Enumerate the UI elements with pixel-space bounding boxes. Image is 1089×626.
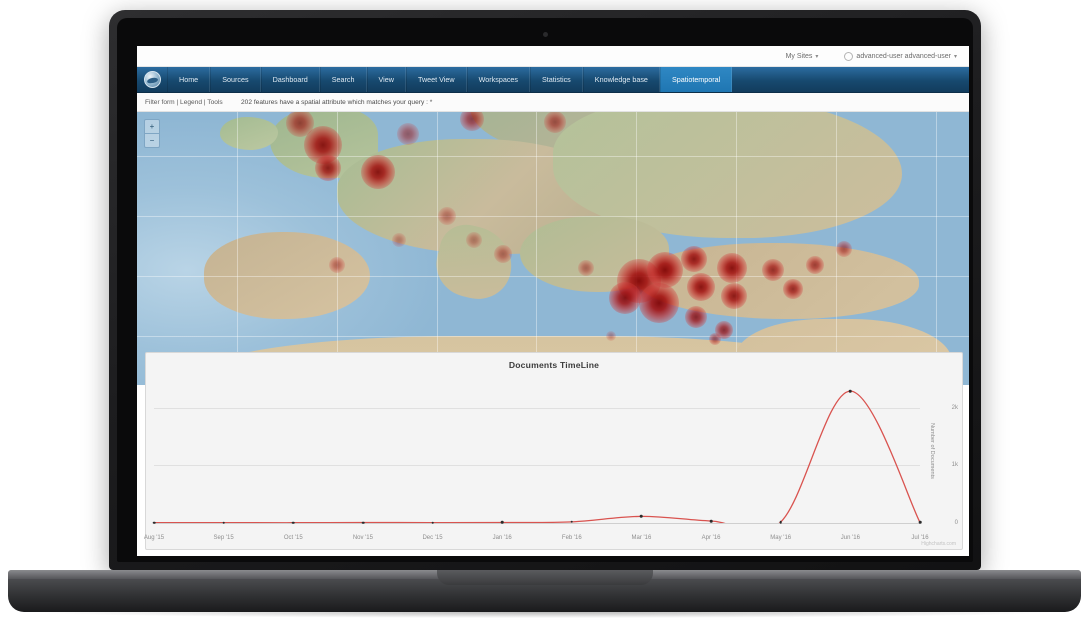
chart-data-point[interactable] xyxy=(709,519,713,523)
chart-data-point[interactable] xyxy=(570,520,574,524)
graticule-line xyxy=(736,112,738,385)
nav-item-home[interactable]: Home xyxy=(167,67,211,92)
x-axis-tick-label: Dec '15 xyxy=(422,535,443,541)
y-axis-tick-label: 1k xyxy=(951,462,958,469)
x-axis-tick-label: Jul '16 xyxy=(911,535,929,541)
webcam-icon xyxy=(542,32,548,37)
x-axis-tick-label: Aug '15 xyxy=(143,535,165,541)
chart-data-point[interactable] xyxy=(779,520,783,524)
y-axis-tick-label: 0 xyxy=(954,520,958,526)
chart-data-point[interactable] xyxy=(431,521,434,524)
x-axis-tick-label: Feb '16 xyxy=(561,535,582,541)
x-axis-tick-label: Jan '16 xyxy=(492,535,512,541)
avatar xyxy=(844,51,854,61)
graticule-line xyxy=(137,215,969,217)
user-name-label: advanced-user advanced-user xyxy=(856,52,951,60)
web-application: My Sites ▾ advanced-user advanced-user ▾ xyxy=(137,46,969,556)
zoom-in-button[interactable]: + xyxy=(145,120,159,134)
chart-series-line xyxy=(154,390,920,523)
chart-data-point[interactable] xyxy=(849,389,852,393)
chart-data-point[interactable] xyxy=(361,521,365,524)
chart-plot-area[interactable]: Number of Documents 0 1k 2k Aug '15 Sep '15 O… xyxy=(144,379,958,541)
chart-data-point[interactable] xyxy=(291,521,295,524)
user-menu[interactable]: advanced-user advanced-user ▾ xyxy=(844,51,957,61)
x-axis-tick-label: Sep '15 xyxy=(213,535,234,541)
nav-item-workspaces[interactable]: Workspaces xyxy=(466,67,531,92)
chart-data-point[interactable] xyxy=(152,521,156,524)
brand-logo-container[interactable] xyxy=(137,67,167,92)
chart-title: Documents TimeLine xyxy=(508,360,600,370)
filter-links[interactable]: Filter form | Legend | Tools xyxy=(145,98,223,106)
chevron-down-icon: ▾ xyxy=(953,53,957,60)
y-axis-tick-label: 2k xyxy=(951,404,958,411)
nav-item-sources[interactable]: Sources xyxy=(210,67,261,92)
laptop-base xyxy=(8,570,1081,612)
my-sites-menu[interactable]: My Sites ▾ xyxy=(786,53,819,60)
graticule-line xyxy=(835,112,837,385)
nav-item-search[interactable]: Search xyxy=(319,67,367,92)
zoom-out-button[interactable]: − xyxy=(149,135,155,145)
graticule-line xyxy=(536,112,538,385)
main-navigation: Home Sources Dashboard Search View Tweet View… xyxy=(137,67,969,93)
chart-data-point[interactable] xyxy=(918,521,922,524)
x-axis-tick-label: Oct '15 xyxy=(283,535,303,541)
map-canvas[interactable] xyxy=(137,112,969,385)
x-axis-tick-label: Mar '16 xyxy=(631,535,652,541)
graticule-line xyxy=(436,112,438,385)
nav-item-knowledge-base[interactable]: Knowledge base xyxy=(582,67,660,92)
graticule-line xyxy=(137,275,969,277)
query-result-message: 202 features have a spatial attribute wh… xyxy=(241,98,433,106)
nav-item-tweet-view[interactable]: Tweet View xyxy=(405,67,467,92)
chart-data-point[interactable] xyxy=(500,521,504,524)
x-axis-tick-label: Apr '16 xyxy=(701,535,721,541)
graticule-line xyxy=(137,335,969,337)
laptop-screen: My Sites ▾ advanced-user advanced-user ▾ xyxy=(137,46,969,556)
chevron-down-icon: ▾ xyxy=(815,53,819,60)
chart-data-point[interactable] xyxy=(222,521,225,524)
land-iberia xyxy=(203,232,370,320)
laptop-base-notch xyxy=(436,570,653,585)
chart-gridline xyxy=(154,523,920,524)
graticule-line xyxy=(137,155,969,157)
x-axis-tick-label: Nov '15 xyxy=(352,535,373,541)
app-logo-icon xyxy=(143,71,161,88)
laptop-lid: My Sites ▾ advanced-user advanced-user ▾ xyxy=(109,10,981,570)
nav-item-spatiotemporal[interactable]: Spatiotemporal xyxy=(659,67,733,92)
nav-item-dashboard[interactable]: Dashboard xyxy=(260,67,320,92)
map-zoom-controls[interactable]: + − xyxy=(144,119,160,148)
graticule-line xyxy=(636,112,638,385)
chart-data-point[interactable] xyxy=(640,515,643,518)
chart-credit: Highcharts.com xyxy=(921,541,956,547)
my-sites-label: My Sites xyxy=(785,52,813,60)
top-utility-bar: My Sites ▾ advanced-user advanced-user ▾ xyxy=(137,46,969,67)
nav-item-view[interactable]: View xyxy=(366,67,406,92)
x-axis-tick-label: Jun '16 xyxy=(840,535,860,541)
graticule-line xyxy=(336,112,338,385)
land-ireland xyxy=(220,117,279,151)
nav-item-statistics[interactable]: Statistics xyxy=(530,67,583,92)
nav-item-list: Home Sources Dashboard Search View Tweet View… xyxy=(167,67,733,92)
chart-gridline xyxy=(154,407,920,409)
laptop-bezel: My Sites ▾ advanced-user advanced-user ▾ xyxy=(117,18,973,562)
x-axis-tick-label: May '16 xyxy=(770,535,792,541)
graticule-line xyxy=(935,112,937,385)
spatial-map[interactable]: + − 500km xyxy=(137,112,969,385)
y-axis-title: Number of Documents xyxy=(929,423,936,479)
graticule-line xyxy=(236,112,238,385)
chart-gridline xyxy=(154,465,920,467)
documents-timeline-card: Documents TimeLine Number of Documents 0… xyxy=(144,352,963,550)
filter-toolbar: Filter form | Legend | Tools 202 feature… xyxy=(137,93,969,112)
